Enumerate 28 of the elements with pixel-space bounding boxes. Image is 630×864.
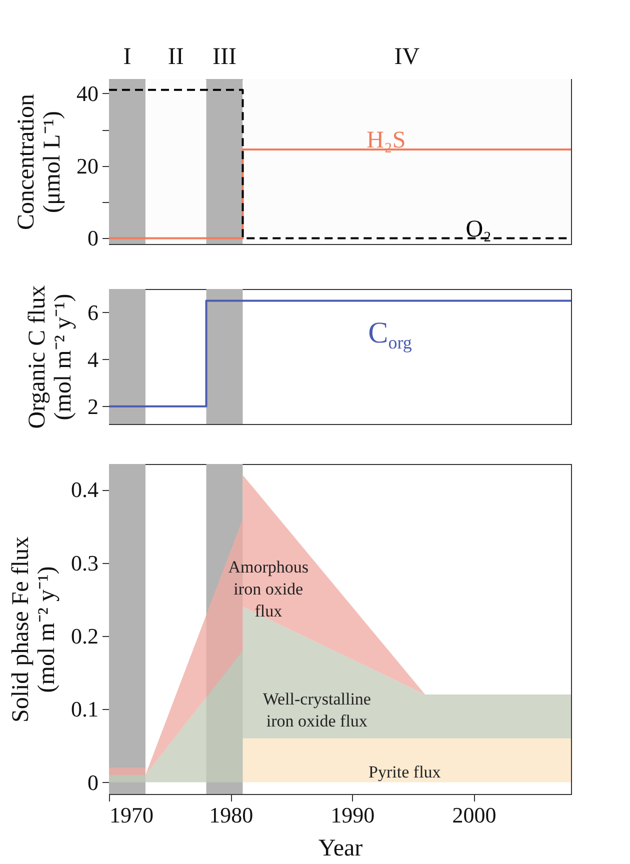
- band-label: III: [212, 44, 236, 70]
- y-tick-label: 0: [88, 226, 98, 251]
- x-axis-title: Year: [318, 836, 363, 862]
- band-label: II: [168, 44, 184, 70]
- y-tick-label: 0.1: [71, 696, 98, 722]
- band-label: I: [123, 44, 132, 70]
- x-tick-label: 1970: [110, 802, 154, 828]
- y-tick-label: 4: [88, 346, 98, 372]
- y-tick-label: 0: [88, 770, 98, 795]
- y-tick-label: 2: [88, 394, 98, 419]
- series-label: Amorphous iron oxide flux: [228, 558, 309, 621]
- x-tick-label: 1980: [209, 802, 254, 828]
- x-tick-label: 2000: [452, 802, 496, 828]
- y-axis-title: Solid phase Fe flux (mol m⁻² y⁻¹): [8, 536, 60, 722]
- y-axis-title: Organic C flux (mol m⁻² y⁻¹): [24, 285, 76, 429]
- y-tick-label: 0.2: [71, 623, 98, 648]
- y-tick-label: 40: [76, 80, 98, 106]
- series-label: O₂: [466, 216, 492, 243]
- band-label: IV: [394, 44, 420, 70]
- y-tick-label: 0.3: [71, 550, 98, 576]
- y-axis-title: Concentration (μmol L⁻¹): [14, 94, 66, 230]
- x-tick-label: 1990: [330, 802, 375, 828]
- series-label: Well-crystalline iron oxide flux: [262, 690, 371, 731]
- y-tick-label: 20: [76, 153, 98, 178]
- y-tick-label: 6: [88, 300, 98, 325]
- series-label: H₂S: [366, 128, 406, 154]
- series-label: Pyrite flux: [368, 762, 442, 782]
- y-tick-label: 0.4: [71, 477, 98, 502]
